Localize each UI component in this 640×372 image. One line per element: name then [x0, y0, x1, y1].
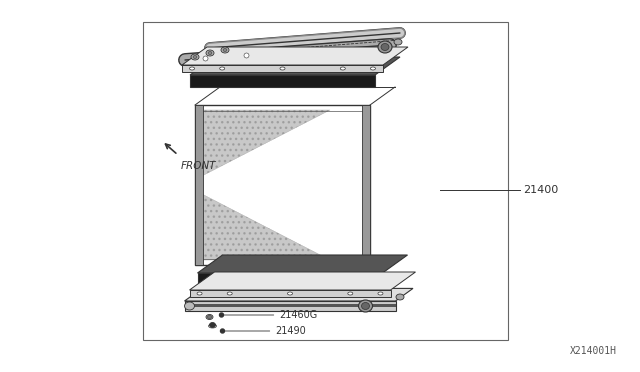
Polygon shape — [198, 255, 408, 273]
Ellipse shape — [340, 67, 346, 70]
Ellipse shape — [197, 292, 202, 295]
Ellipse shape — [207, 315, 211, 318]
Ellipse shape — [206, 314, 213, 320]
Ellipse shape — [358, 300, 372, 312]
Ellipse shape — [193, 55, 197, 58]
Polygon shape — [182, 65, 383, 72]
Polygon shape — [200, 193, 330, 260]
Ellipse shape — [371, 67, 376, 70]
Polygon shape — [190, 57, 400, 75]
Bar — [143, 22, 508, 340]
Bar — [195, 105, 203, 265]
Ellipse shape — [378, 41, 392, 53]
Ellipse shape — [221, 47, 229, 53]
Ellipse shape — [223, 48, 227, 51]
Ellipse shape — [362, 302, 369, 310]
Ellipse shape — [208, 51, 212, 55]
Circle shape — [220, 313, 223, 317]
Text: 21400: 21400 — [523, 185, 558, 195]
Polygon shape — [189, 272, 415, 290]
Ellipse shape — [378, 292, 383, 295]
Polygon shape — [198, 273, 383, 285]
Ellipse shape — [189, 67, 195, 70]
Polygon shape — [184, 304, 396, 307]
Polygon shape — [200, 110, 330, 177]
Polygon shape — [189, 290, 390, 297]
Ellipse shape — [381, 44, 389, 51]
Ellipse shape — [287, 292, 292, 295]
Polygon shape — [182, 47, 408, 65]
Text: 21490: 21490 — [275, 326, 307, 336]
Polygon shape — [190, 75, 375, 87]
Ellipse shape — [191, 54, 199, 60]
Circle shape — [203, 56, 208, 61]
Ellipse shape — [227, 292, 232, 295]
Polygon shape — [195, 105, 370, 265]
Bar — [362, 105, 370, 265]
Ellipse shape — [184, 302, 195, 310]
Ellipse shape — [206, 50, 214, 56]
Ellipse shape — [209, 323, 216, 327]
Text: FRONT: FRONT — [181, 161, 216, 171]
Text: 21460G: 21460G — [280, 310, 317, 320]
Circle shape — [221, 329, 225, 333]
Polygon shape — [184, 288, 413, 301]
Ellipse shape — [396, 294, 404, 300]
Ellipse shape — [280, 67, 285, 70]
Ellipse shape — [348, 292, 353, 295]
Text: X214001H: X214001H — [570, 346, 617, 356]
Polygon shape — [184, 301, 396, 311]
Ellipse shape — [220, 67, 225, 70]
Circle shape — [244, 53, 249, 58]
Ellipse shape — [394, 39, 402, 45]
